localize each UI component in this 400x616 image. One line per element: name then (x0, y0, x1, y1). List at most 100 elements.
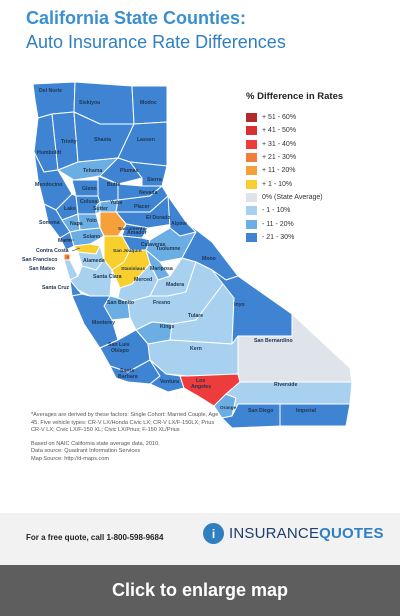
legend-item: + 11 - 20% (246, 164, 396, 177)
legend-label: - 1 - 10% (262, 207, 291, 215)
california-county-map[interactable]: Del Norte Siskiyou Modoc Humboldt Trinit… (0, 0, 400, 430)
legend-item: + 21 - 30% (246, 151, 396, 164)
label-lassen: Lassen (137, 137, 155, 143)
legend-swatch (246, 219, 257, 229)
label-nevada: Nevada (139, 190, 158, 196)
label-glenn: Glenn (82, 186, 97, 192)
label-san-bernardino: San Bernardino (254, 338, 293, 344)
legend-swatch (246, 232, 257, 242)
label-orange: Orange (220, 405, 237, 410)
legend-label: + 31 - 40% (262, 140, 297, 148)
legend-item: - 11 - 20% (246, 217, 396, 230)
legend-label: + 41 - 50% (262, 127, 297, 135)
label-los-angeles-1: Los (196, 378, 205, 384)
footnote-data-source: Data source: Quadrant Information Servic… (31, 448, 141, 455)
legend-label: + 51 - 60% (262, 114, 297, 122)
label-los-angeles-2: Angeles (191, 384, 211, 390)
label-siskiyou: Siskiyou (79, 100, 100, 106)
label-san-luis-obispo-2: Obispo (111, 348, 129, 354)
footnote-naic: Based on NAIC California state average d… (31, 440, 160, 447)
label-inyo: Inyo (234, 302, 245, 308)
legend-rows: + 51 - 60% + 41 - 50% + 31 - 40% + 21 - 30%… (246, 111, 396, 244)
label-sacramento: Sacramento (118, 226, 146, 232)
label-trinity: Trinity (61, 139, 77, 145)
legend-swatch (246, 126, 257, 136)
label-riverside: Riverside (274, 382, 297, 388)
label-santa-barbara-1: Santa (120, 368, 134, 374)
label-mono: Mono (202, 256, 216, 262)
legend-label: - 21 - 30% (262, 233, 295, 241)
legend-item: + 41 - 50% (246, 124, 396, 137)
label-butte: Butte (107, 182, 120, 188)
label-modoc: Modoc (140, 100, 157, 106)
label-san-joaquin: San Joaquin (113, 248, 142, 254)
label-contra-costa: Contra Costa (36, 248, 69, 254)
legend-swatch (246, 139, 257, 149)
legend-item: 0% (State Average) (246, 191, 396, 204)
label-ventura: Ventura (160, 379, 179, 385)
label-madera: Madera (166, 282, 184, 288)
label-san-mateo: San Mateo (29, 266, 55, 272)
label-calaveras: Calaveras (141, 242, 166, 248)
county-ventura[interactable] (149, 359, 185, 393)
label-yuba: Yuba (110, 200, 123, 206)
label-santa-clara: Santa Clara (93, 274, 122, 280)
footer-bar (0, 513, 400, 565)
county-santa-clara[interactable] (69, 259, 113, 297)
insurancequotes-logo[interactable]: i INSURANCEQUOTES (203, 523, 384, 544)
label-colusa: Colusa (80, 199, 97, 205)
legend-item: + 31 - 40% (246, 138, 396, 151)
label-monterey: Monterey (92, 320, 115, 326)
label-santa-cruz: Santa Cruz (42, 285, 70, 291)
label-alpine: Alpine (171, 221, 187, 227)
label-tulare: Tulare (188, 313, 203, 319)
brand-part2: QUOTES (319, 525, 384, 542)
label-el-dorado: El Dorado (146, 215, 171, 221)
label-sonoma: Sonoma (39, 220, 60, 226)
county-monterey[interactable] (71, 293, 119, 349)
legend-item: - 1 - 10% (246, 204, 396, 217)
footnote-averages: *Averages are derived by these factors: … (31, 412, 219, 434)
label-shasta: Shasta (94, 137, 111, 143)
legend-label: 0% (State Average) (262, 193, 323, 201)
legend-swatch (246, 113, 257, 123)
label-amador: Amador (127, 230, 147, 236)
enlarge-map-button[interactable]: Click to enlarge map (0, 565, 400, 616)
label-humboldt: Humboldt (37, 150, 61, 156)
label-mariposa: Mariposa (150, 266, 173, 272)
label-solano: Solano (83, 234, 100, 240)
legend-label: - 11 - 20% (262, 220, 294, 228)
legend-label: + 11 - 20% (262, 167, 296, 175)
label-plumas: Plumas (120, 168, 139, 174)
legend-item: + 51 - 60% (246, 111, 396, 124)
label-tuolumne: Tuolumne (156, 246, 181, 252)
label-san-diego: San Diego (248, 408, 273, 414)
label-del-norte: Del Norte (39, 88, 62, 94)
label-napa: Napa (70, 221, 83, 227)
legend-swatch (246, 179, 257, 189)
label-fresno: Fresno (153, 300, 170, 306)
label-alameda: Alameda (83, 258, 105, 264)
county-imperial[interactable] (279, 403, 351, 427)
footnote-map-source: Map Source: http://d-maps.com (31, 455, 110, 462)
label-placer: Placer (134, 204, 150, 210)
label-merced: Merced (134, 277, 152, 283)
free-quote-text: For a free quote, call 1-800-598-9684 (26, 533, 164, 542)
label-yolo: Yolo (86, 218, 97, 224)
label-marin: Marin (58, 238, 72, 244)
label-santa-barbara-2: Barbara (118, 374, 138, 380)
legend-item: + 1 - 10% (246, 177, 396, 190)
brand-part1: INSURANCE (229, 525, 320, 542)
map-title-line2: Auto Insurance Rate Differences (26, 32, 286, 52)
brand-wordmark: INSURANCEQUOTES (229, 525, 384, 542)
label-sierra: Sierra (147, 177, 162, 183)
label-lake: Lake (64, 206, 76, 212)
label-sutter: Sutter (93, 206, 108, 212)
label-san-benito: San Benito (107, 300, 134, 306)
legend-swatch (246, 192, 257, 202)
label-stanislaus: Stanislaus (121, 266, 145, 272)
legend-title: % Difference in Rates (246, 91, 344, 102)
map-title-line1: California State Counties: (26, 8, 247, 28)
county-san-bernardino[interactable] (237, 313, 353, 383)
label-kern: Kern (190, 346, 202, 352)
